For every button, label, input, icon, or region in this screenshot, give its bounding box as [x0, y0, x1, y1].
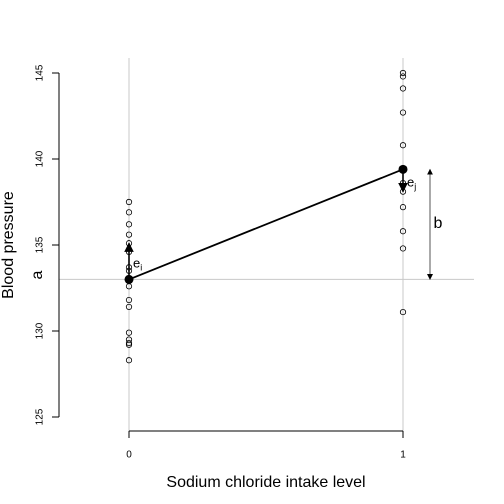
y-tick-label: 145	[35, 64, 46, 81]
x-tick-label: 1	[400, 450, 406, 461]
y-axis-title: Blood pressure	[0, 191, 17, 299]
y-tick-label: 135	[35, 236, 46, 253]
plot-area: 125 130 135 140 145 0 1 ei ej	[35, 58, 474, 461]
mean-point	[125, 275, 134, 284]
y-tick-label: 130	[35, 322, 46, 339]
residual-label: ei	[133, 255, 142, 272]
mean-point	[399, 165, 408, 174]
x-axis-title: Sodium chloride intake level	[166, 474, 365, 491]
residual-label: ej	[407, 175, 416, 192]
y-tick-label: 140	[35, 150, 46, 167]
b-label: b	[434, 215, 443, 232]
y-tick-label: 125	[35, 408, 46, 425]
x-tick-label: 0	[126, 450, 132, 461]
a-label: a	[29, 270, 46, 279]
regression-line	[129, 169, 403, 279]
